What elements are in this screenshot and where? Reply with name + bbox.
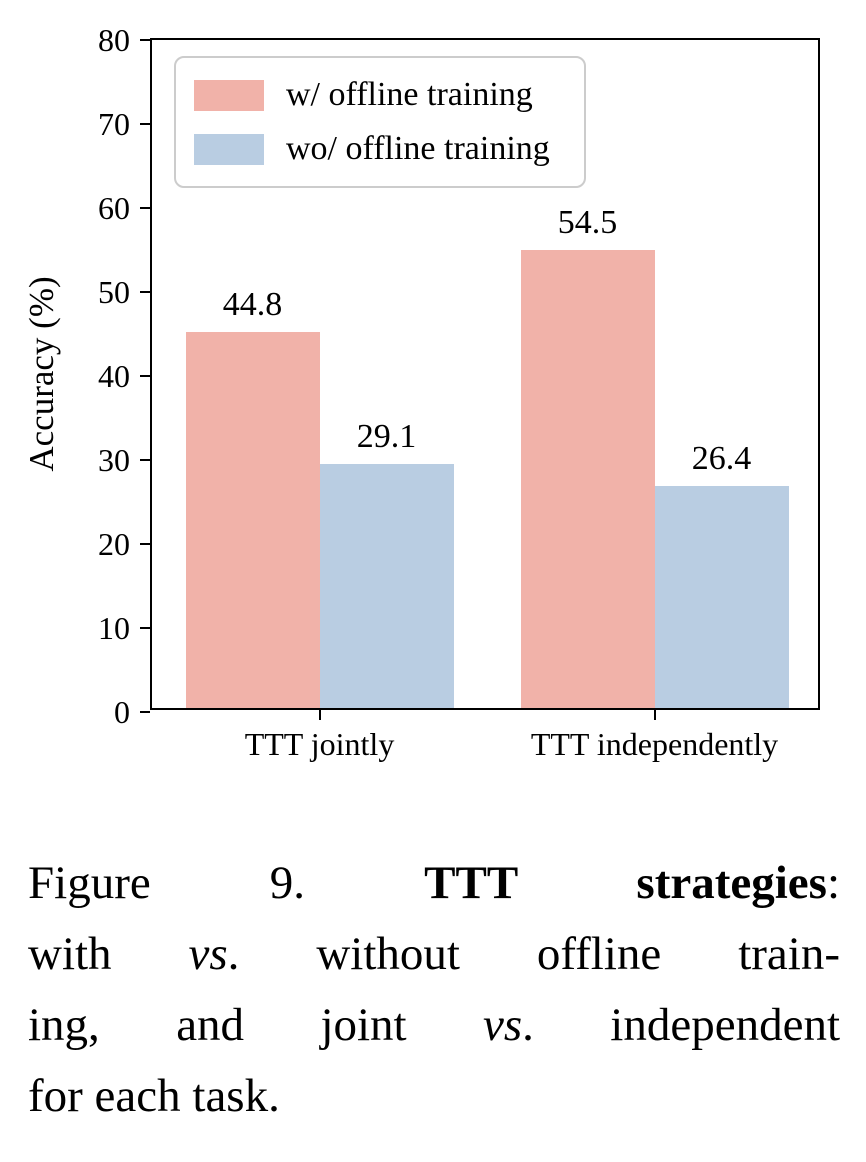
y-tick-label: 10	[98, 610, 130, 646]
figure-caption: Figure 9. TTT strategies: with vs. withou…	[28, 848, 840, 1132]
legend-label: w/ offline training	[286, 76, 533, 113]
bar-chart: Accuracy (%) w/ offline training wo/ offl…	[22, 24, 820, 762]
bar-without-offline	[654, 486, 789, 708]
y-tick-label: 40	[98, 358, 130, 394]
y-tick-label: 70	[98, 106, 130, 142]
y-axis-label: Accuracy (%)	[22, 276, 61, 472]
bar-with-offline	[185, 331, 320, 708]
bar-value-label: 29.1	[356, 417, 417, 455]
y-tick-mark	[140, 543, 150, 545]
plot-area: w/ offline training wo/ offline training …	[98, 24, 820, 762]
y-tick-mark	[140, 459, 150, 461]
bar-without-offline	[319, 463, 454, 708]
caption-line: ing, and joint vs. independent	[28, 990, 840, 1061]
bar-value-label: 26.4	[691, 440, 752, 478]
y-tick-label: 30	[98, 442, 130, 478]
legend-swatch	[194, 133, 264, 165]
y-tick-mark	[140, 207, 150, 209]
caption-bold-text: TTT strategies	[424, 857, 827, 909]
caption-italic-text: vs	[483, 999, 523, 1051]
legend: w/ offline training wo/ offline training	[174, 56, 586, 188]
y-tick-mark	[140, 291, 150, 293]
caption-text: for each task.	[28, 1070, 280, 1122]
y-tick-mark	[140, 711, 150, 713]
x-tick-mark	[318, 710, 321, 720]
y-tick-mark	[140, 39, 150, 41]
bar-value-label: 44.8	[222, 285, 283, 323]
bar-with-offline	[520, 250, 655, 708]
y-tick-label: 0	[114, 694, 130, 730]
y-tick-mark	[140, 123, 150, 125]
caption-italic-text: vs	[188, 928, 228, 980]
caption-text	[305, 857, 424, 909]
caption-text: with	[28, 928, 189, 980]
caption-line: for each task.	[28, 1061, 840, 1132]
y-tick-label: 60	[98, 190, 130, 226]
legend-swatch	[194, 79, 264, 111]
y-tick-label: 20	[98, 526, 130, 562]
y-tick-label: 80	[98, 22, 130, 58]
caption-text: Figure 9.	[28, 857, 306, 909]
x-category-label: TTT jointly	[244, 726, 395, 762]
caption-line: Figure 9. TTT strategies:	[28, 848, 840, 919]
caption-text: . without offline train-	[227, 928, 840, 980]
legend-item: wo/ offline training	[194, 130, 550, 168]
y-tick-mark	[140, 627, 150, 629]
caption-text: ing, and joint	[28, 999, 484, 1051]
y-tick-label: 50	[98, 274, 130, 310]
legend-item: w/ offline training	[194, 76, 550, 114]
caption-text: :	[826, 857, 840, 909]
x-category-label: TTT independently	[530, 726, 779, 762]
caption-line: with vs. without offline train-	[28, 919, 840, 990]
y-tick-mark	[140, 375, 150, 377]
bar-value-label: 54.5	[557, 204, 618, 242]
caption-text: . independent	[522, 999, 841, 1051]
x-tick-mark	[653, 710, 656, 720]
legend-label: wo/ offline training	[286, 130, 550, 167]
